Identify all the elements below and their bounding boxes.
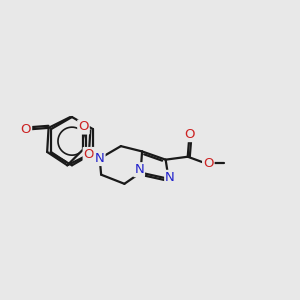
Text: O: O xyxy=(21,123,31,136)
Text: N: N xyxy=(165,171,175,184)
Text: N: N xyxy=(134,163,144,176)
Text: N: N xyxy=(95,152,105,165)
Text: O: O xyxy=(203,157,214,170)
Text: O: O xyxy=(78,121,89,134)
Text: O: O xyxy=(84,148,94,161)
Text: O: O xyxy=(184,128,194,141)
